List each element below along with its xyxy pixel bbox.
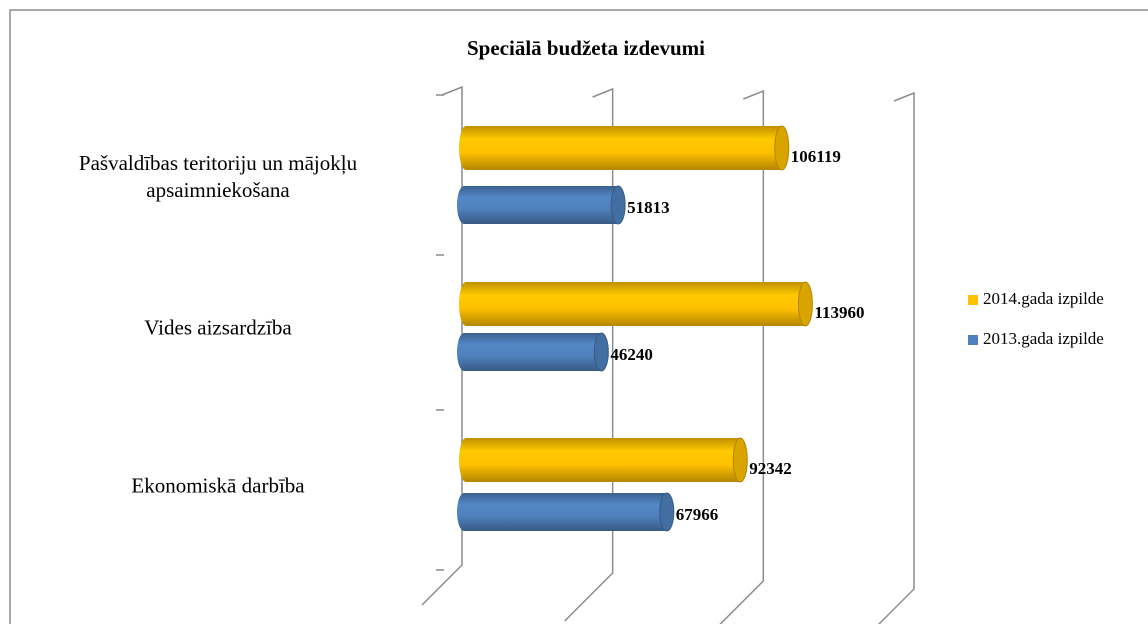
- bar-body: [466, 438, 741, 482]
- value-label: 51813: [627, 198, 670, 217]
- bar: [459, 281, 813, 327]
- category-label: Ekonomiskā darbība: [131, 473, 305, 498]
- bar-cap: [774, 125, 790, 171]
- legend-label: 2013.gada izpilde: [983, 329, 1104, 348]
- category-label: Vides aizsardzība: [144, 315, 292, 340]
- value-label: 113960: [814, 303, 864, 322]
- bar: [457, 185, 626, 225]
- bar-body: [466, 282, 806, 326]
- axis-line: [421, 85, 463, 606]
- bar-body: [464, 333, 602, 371]
- bar: [457, 332, 609, 372]
- bar-body: [464, 186, 619, 224]
- value-label: 92342: [749, 459, 792, 478]
- category-label: Pašvaldības teritoriju un mājokļu apsaim…: [78, 150, 358, 202]
- bar-cap: [732, 437, 748, 483]
- value-label: 106119: [791, 147, 841, 166]
- grid-line: [719, 89, 765, 624]
- value-label: 67966: [676, 505, 719, 524]
- value-label: 46240: [610, 345, 653, 364]
- bar-body: [466, 126, 782, 170]
- legend-label: 2014.gada izpilde: [983, 289, 1104, 308]
- bar: [459, 125, 790, 171]
- bar-cap: [797, 281, 813, 327]
- bar-body: [464, 493, 667, 531]
- bar: [457, 492, 675, 532]
- chart-title: Speciālā budžeta izdevumi: [467, 36, 705, 60]
- bar-cap: [659, 492, 675, 532]
- bar-cap: [593, 332, 609, 372]
- legend-swatch: [968, 335, 978, 345]
- grid-line: [877, 91, 915, 624]
- bar-cap: [610, 185, 626, 225]
- legend-swatch: [968, 295, 978, 305]
- grid-line: [564, 87, 614, 622]
- bar: [459, 437, 748, 483]
